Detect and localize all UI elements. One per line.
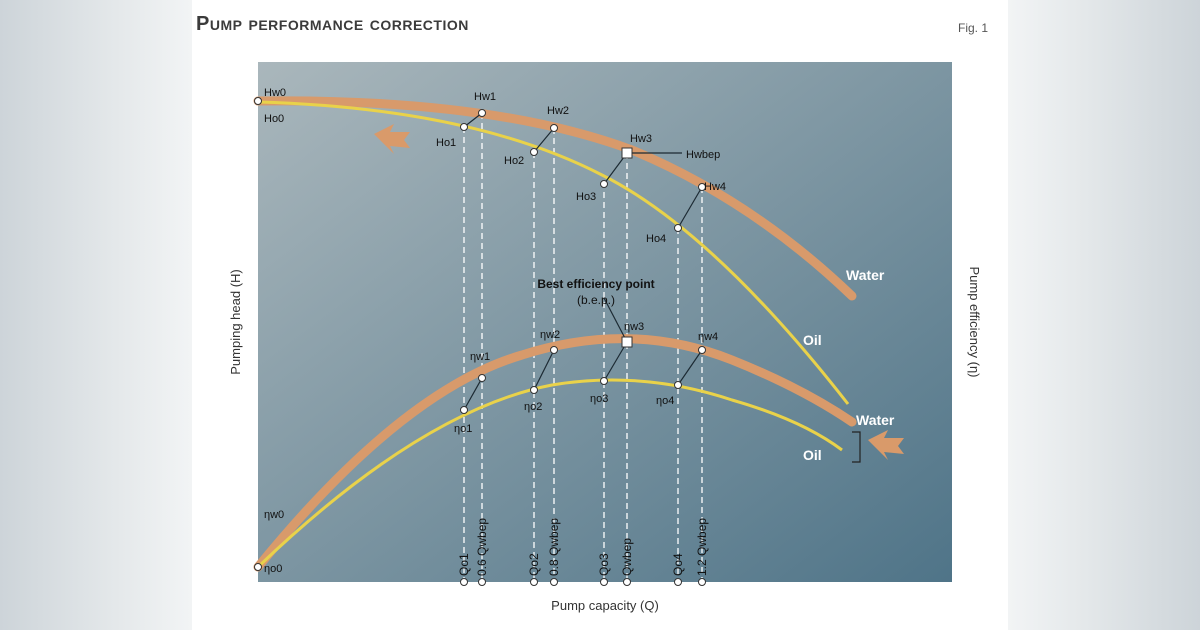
xtick-12qwbep: 1.2 Qwbep <box>695 518 709 576</box>
label-no1: ηo1 <box>454 423 472 435</box>
label-hwbep: Hwbep <box>686 149 720 161</box>
oil-head-curve <box>257 100 850 405</box>
label-nw1: ηw1 <box>470 351 490 363</box>
left-backdrop <box>0 0 192 630</box>
label-hw4: Hw4 <box>704 181 726 193</box>
label-no4: ηo4 <box>656 395 674 407</box>
oil-efficiency-label: Oil <box>803 447 822 463</box>
label-ho0: Ho0 <box>264 113 284 125</box>
figure-label: Fig. 1 <box>958 21 988 35</box>
label-no0: ηo0 <box>264 563 282 575</box>
head-point-labels: Hw0 Ho0 Hw1 Ho1 Hw2 Ho2 Hw3 Ho3 Hwbep Hw… <box>264 87 726 245</box>
label-ho4: Ho4 <box>646 233 666 245</box>
oil-efficiency-curve <box>256 378 843 569</box>
x-axis-label: Pump capacity (Q) <box>551 598 659 613</box>
y-axis-label-left: Pumping head (H) <box>228 269 243 375</box>
guide-lines <box>463 113 703 582</box>
figure-card: Pump performance correction Fig. 1 Pumpi… <box>192 0 1008 630</box>
xtick-qo1: Qo1 <box>457 553 471 576</box>
right-arrow-icon <box>868 430 904 460</box>
bep-label-line2: (b.e.p.) <box>577 293 615 307</box>
pump-performance-diagram: Pump performance correction Fig. 1 Pumpi… <box>196 13 988 613</box>
xtick-06qwbep: 0.6 Qwbep <box>475 518 489 576</box>
label-no3: ηo3 <box>590 393 608 405</box>
bep-label-line1: Best efficiency point <box>537 277 654 291</box>
water-head-curve <box>253 96 857 301</box>
plot-area <box>258 62 952 582</box>
label-nw3: ηw3 <box>624 321 644 333</box>
xtick-qo2: Qo2 <box>527 553 541 576</box>
label-nw0: ηw0 <box>264 509 284 521</box>
oil-head-label: Oil <box>803 332 822 348</box>
x-tick-labels: Qo1 0.6 Qwbep Qo2 0.8 Qwbep Qo3 Qwbep Qo… <box>457 518 709 576</box>
xtick-qo3: Qo3 <box>597 553 611 576</box>
figure-title: Pump performance correction <box>196 13 469 35</box>
curve-points <box>254 97 706 571</box>
label-hw2: Hw2 <box>547 105 569 117</box>
label-hw0: Hw0 <box>264 87 286 99</box>
xtick-qo4: Qo4 <box>671 553 685 576</box>
label-ho1: Ho1 <box>436 137 456 149</box>
water-efficiency-label: Water <box>856 412 895 428</box>
water-head-label: Water <box>846 267 885 283</box>
xtick-qwbep: Qwbep <box>620 538 634 576</box>
label-nw2: ηw2 <box>540 329 560 341</box>
efficiency-bracket <box>852 431 861 463</box>
label-hw1: Hw1 <box>474 91 496 103</box>
water-efficiency-curve <box>253 334 857 572</box>
label-hw3: Hw3 <box>630 133 652 145</box>
label-ho2: Ho2 <box>504 155 524 167</box>
right-backdrop <box>1008 0 1200 630</box>
label-no2: ηo2 <box>524 401 542 413</box>
x-tick-markers <box>460 578 706 586</box>
y-axis-label-right: Pump efficiency (η) <box>967 266 982 377</box>
label-nw4: ηw4 <box>698 331 718 343</box>
efficiency-point-labels: ηw0 ηo0 ηw1 ηo1 ηw2 ηo2 ηw3 ηo3 ηw4 ηo4 <box>264 321 718 575</box>
left-arrow-icon <box>374 124 410 154</box>
label-ho3: Ho3 <box>576 191 596 203</box>
xtick-08qwbep: 0.8 Qwbep <box>547 518 561 576</box>
